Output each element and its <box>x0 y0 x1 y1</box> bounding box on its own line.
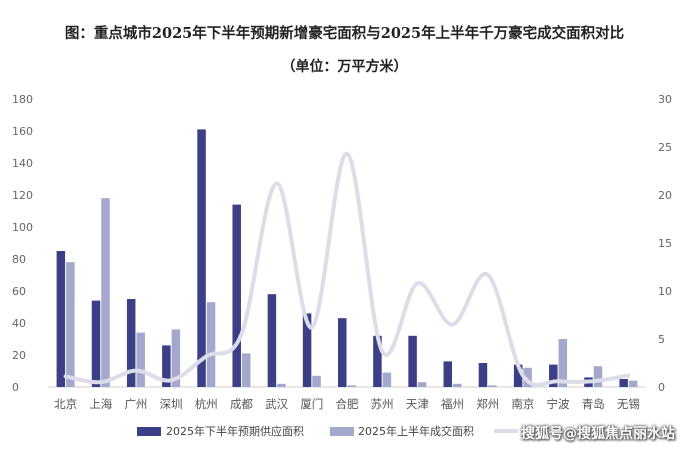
category-label: 杭州 <box>195 397 218 411</box>
bar-deal <box>417 382 427 387</box>
category-label: 宁波 <box>547 397 570 411</box>
chart-title: 图：重点城市2025年下半年预期新增豪宅面积与2025年上半年千万豪宅成交面积对… <box>64 25 625 42</box>
line-series-path <box>63 151 631 387</box>
bar-deal <box>171 329 181 387</box>
left-axis-tick-label: 100 <box>12 221 33 234</box>
left-axis-tick-label: 20 <box>12 349 26 362</box>
right-axis-tick-label: 5 <box>658 333 665 346</box>
bar-supply <box>126 299 136 387</box>
left-axis-tick-label: 0 <box>12 381 19 394</box>
bar-deal <box>241 353 251 387</box>
bar-supply <box>408 335 417 387</box>
bar-deal <box>277 383 286 387</box>
left-axis-tick-label: 80 <box>12 253 26 266</box>
left-axis-tick-label: 140 <box>12 157 33 170</box>
bar-supply <box>478 363 488 387</box>
category-label: 合肥 <box>336 397 359 411</box>
legend: 2025年下半年预期供应面积 2025年上半年成交面积 <box>137 424 518 438</box>
bar-deal <box>347 385 356 387</box>
category-label: 天津 <box>406 397 429 411</box>
watermark: 搜狐号@搜狐焦点丽水站 <box>521 426 675 442</box>
category-label: 上海 <box>89 397 112 411</box>
left-axis-tick-label: 60 <box>12 285 26 298</box>
category-label: 郑州 <box>476 397 499 411</box>
bar-supply <box>56 251 66 387</box>
category-label: 成都 <box>230 397 253 411</box>
bar-deal <box>382 372 392 387</box>
bar-supply <box>513 364 523 387</box>
bar-deal <box>136 332 145 387</box>
legend-label-supply: 2025年下半年预期供应面积 <box>166 424 304 438</box>
right-axis-ticks: 0 5 10 15 20 25 30 <box>658 93 672 394</box>
bar-supply <box>302 313 312 387</box>
category-label: 福州 <box>441 397 464 411</box>
category-label: 青岛 <box>582 397 605 411</box>
right-axis-tick-label: 0 <box>658 381 665 394</box>
bar-deal <box>453 383 462 387</box>
category-label: 苏州 <box>371 397 394 411</box>
right-axis-tick-label: 30 <box>658 93 672 106</box>
legend-swatch-deal <box>330 427 354 436</box>
category-label: 南京 <box>511 397 534 411</box>
left-axis-tick-label: 180 <box>12 93 33 106</box>
left-axis-tick-label: 120 <box>12 189 33 202</box>
legend-label-deal: 2025年上半年成交面积 <box>358 424 474 438</box>
category-label: 北京 <box>54 397 77 411</box>
left-axis-tick-label: 160 <box>12 125 33 138</box>
bar-supply <box>162 345 171 387</box>
bar-supply <box>549 364 558 387</box>
left-axis-tick-label: 40 <box>12 317 26 330</box>
bar-supply <box>197 129 206 387</box>
bar-supply <box>373 335 382 387</box>
bar-deal <box>66 262 75 387</box>
bar-deal <box>488 385 497 387</box>
bar-supply <box>619 379 628 387</box>
right-axis-tick-label: 25 <box>658 141 672 154</box>
legend-swatch-supply <box>137 427 161 436</box>
bar-supply <box>338 318 347 387</box>
bar-deal <box>206 302 216 387</box>
category-label: 广州 <box>124 397 147 411</box>
right-axis-tick-label: 15 <box>658 237 672 250</box>
bar-supply <box>91 300 101 387</box>
bar-deal <box>558 339 568 387</box>
bar-deal <box>523 367 532 387</box>
bar-deal <box>593 366 603 387</box>
bar-supply <box>267 294 277 387</box>
left-axis-ticks: 0 20 40 60 80 100 120 140 160 180 <box>12 93 33 394</box>
bar-deal <box>312 375 321 387</box>
chart-subtitle: （单位：万平方米） <box>281 59 408 75</box>
category-label: 深圳 <box>160 397 183 411</box>
category-label: 武汉 <box>265 397 288 411</box>
bar-supply <box>232 204 241 387</box>
bar-deal <box>628 380 638 387</box>
bar-deal <box>101 198 110 387</box>
category-label: 无锡 <box>617 397 640 411</box>
category-label: 厦门 <box>300 397 323 411</box>
bar-supply <box>443 361 453 387</box>
right-axis-tick-label: 10 <box>658 285 672 298</box>
right-axis-tick-label: 20 <box>658 189 672 202</box>
bars <box>56 129 638 387</box>
category-labels: 北京 上海 广州 深圳 杭州 成都 武汉 厦门 合肥 苏州 天津 福州 郑州 南京 宁波 青岛 无锡 <box>54 397 640 411</box>
